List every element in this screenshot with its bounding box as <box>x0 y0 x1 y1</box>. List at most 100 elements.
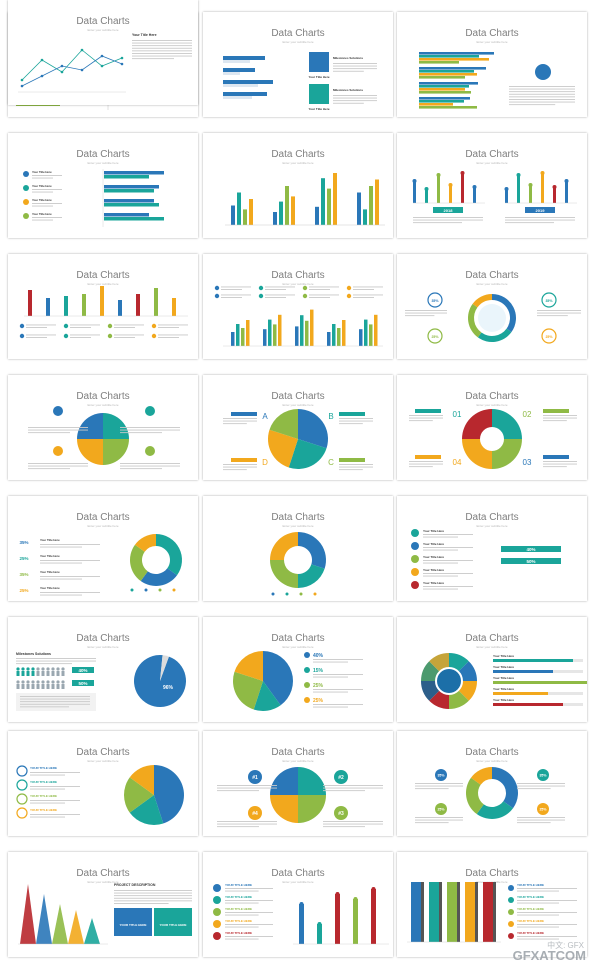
list-title: Your Title Here <box>423 529 444 533</box>
pct-ring <box>16 779 28 791</box>
box-caption: Your Title Here <box>308 107 329 111</box>
text-line <box>333 102 364 104</box>
slide-thumbnail[interactable]: Data Charts Enter your subtitle here 35% Yo… <box>8 496 198 601</box>
bar <box>419 100 464 103</box>
slide-thumbnail[interactable]: Data Charts Enter your subtitle here A B C D <box>203 375 393 480</box>
text-line <box>517 817 565 818</box>
list-icon <box>508 921 514 927</box>
slide-thumbnail[interactable]: Data Charts Enter your subtitle here <box>397 12 587 117</box>
pie-slice <box>269 409 298 439</box>
list-title: Your Title Here <box>423 542 444 546</box>
slide-thumbnail[interactable]: Data Charts Enter your subtitle here 35% 25… <box>397 254 587 359</box>
slide-thumbnail[interactable]: Data Charts Enter your subtitle here Miles… <box>8 617 198 722</box>
slide-thumbnail[interactable]: Data Charts Enter your subtitle here 35% 35… <box>397 731 587 836</box>
bar <box>82 294 86 316</box>
pie-slice <box>476 801 514 819</box>
person-body <box>16 671 20 676</box>
slide-title: Data Charts <box>76 633 130 644</box>
list-icon <box>508 909 514 915</box>
text-line <box>132 50 192 52</box>
text-line <box>323 785 383 786</box>
person-icon <box>36 667 40 671</box>
text-line <box>30 772 80 773</box>
text-line <box>517 936 577 937</box>
text-line <box>505 219 575 221</box>
text-line <box>517 822 551 824</box>
bar-cap <box>412 179 417 183</box>
pct-ring <box>16 765 28 777</box>
pie-slice <box>466 777 484 815</box>
person-body <box>21 684 25 689</box>
tag <box>231 458 257 462</box>
slide-thumbnail[interactable]: Data Charts Enter your subtitle here #1 #2 #… <box>203 731 393 836</box>
text-line <box>217 821 277 822</box>
text-line <box>537 312 581 314</box>
slide-chart: YOUR TITLE HERE YOUR TITLE HERE YOUR TITLE… <box>16 765 184 825</box>
person-icon <box>56 680 60 684</box>
bar-cap <box>371 887 376 891</box>
slide-subtitle: Enter your subtitle here <box>87 282 119 286</box>
pct-badge <box>435 803 447 815</box>
text-line <box>223 418 257 419</box>
bar <box>374 314 378 346</box>
legend-dot <box>285 592 289 596</box>
text-line <box>221 289 242 290</box>
pie-slice <box>492 439 522 469</box>
slide-title: Data Charts <box>271 149 325 160</box>
point <box>120 62 124 66</box>
section-title: Milestones Solutions <box>16 652 51 656</box>
item-title: YOUR TITLE HERE <box>517 919 544 923</box>
text-line <box>423 549 458 551</box>
bar <box>419 103 453 106</box>
slide-subtitle: Enter your subtitle here <box>282 40 314 44</box>
slide-thumbnail[interactable]: Data Charts Enter your subtitle here PROJE… <box>8 852 198 957</box>
person-icon <box>41 667 45 671</box>
slide-thumbnail[interactable]: Data Charts Enter your subtitle here <box>203 254 393 359</box>
slide-thumbnail[interactable]: Data Charts Enter your subtitle here <box>203 496 393 601</box>
feature-title: YOUR TITLE HERE <box>119 923 146 927</box>
person-icon <box>46 667 50 671</box>
slide-thumbnail[interactable]: Data Charts Enter your subtitle here 2018 2… <box>397 133 587 238</box>
slide-thumbnail[interactable]: Data Charts Enter your subtitle here Your … <box>397 617 587 722</box>
slide-title: Data Charts <box>76 16 130 27</box>
slide-chart: 01 02 03 04 <box>409 409 577 469</box>
text-line <box>309 286 339 288</box>
triangle-bar <box>52 904 68 944</box>
slide-thumbnail[interactable]: Data Charts Enter your subtitle here Your … <box>8 133 198 238</box>
bar <box>371 889 376 944</box>
slide-chart <box>214 285 383 347</box>
legend-title: Your Title Here <box>493 687 514 691</box>
text-line <box>40 592 100 593</box>
text-line <box>517 888 577 889</box>
slide-thumbnail[interactable]: Data Charts Enter your subtitle here Your … <box>397 496 587 601</box>
pie-slice <box>263 651 293 706</box>
slide-thumbnail[interactable]: Data Charts Enter your subtitle here Miles… <box>203 12 393 117</box>
slide-thumbnail[interactable]: Data Charts Enter your subtitle here <box>8 254 198 359</box>
slide-thumbnail[interactable]: Data Charts Enter your subtitle here 01 02 0… <box>397 375 587 480</box>
slide-chart: Your Title Here Your Title Here Your Title… <box>23 169 164 227</box>
text-line <box>517 924 577 925</box>
bar <box>223 72 240 75</box>
pie-slice <box>233 671 263 710</box>
text-line <box>221 286 251 288</box>
slide-title: Data Charts <box>465 747 519 758</box>
bar <box>529 185 532 203</box>
slide-thumbnail[interactable]: Data Charts Enter your subtitle here <box>203 133 393 238</box>
person-body <box>61 684 65 689</box>
text-line <box>409 417 443 419</box>
text-line <box>132 58 174 60</box>
slide-thumbnail[interactable]: Data Charts Enter your subtitle here <box>8 375 198 480</box>
pie-slice <box>154 765 184 824</box>
item-title: YOUR TITLE HERE <box>517 907 544 911</box>
text-line <box>409 463 443 465</box>
slide-thumbnail[interactable]: Data Charts Enter your subtitle here Your … <box>8 0 198 105</box>
bar <box>278 314 282 346</box>
pie-slice <box>472 294 492 308</box>
slide-thumbnail[interactable]: Data Charts Enter your subtitle here 40% 15… <box>203 617 393 722</box>
slide-title: Data Charts <box>271 512 325 523</box>
watermark-sub: 中文: GFX <box>547 941 584 950</box>
list-dot <box>63 323 69 329</box>
